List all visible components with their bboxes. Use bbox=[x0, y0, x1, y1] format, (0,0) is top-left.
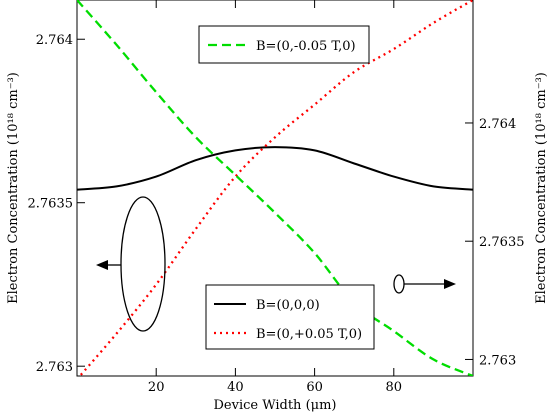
x-tick-label: 80 bbox=[386, 380, 403, 395]
left-annotation bbox=[96, 196, 166, 332]
left-y-tick-label: 2.764 bbox=[36, 33, 73, 48]
right-y-axis-label: Electron Concentration (10¹⁸ cm⁻³) bbox=[534, 72, 549, 304]
annotation-ellipse-right bbox=[393, 274, 405, 294]
left-y-axis-ticks: 2.763 2.7635 2.764 bbox=[28, 33, 85, 375]
x-tick-label: 20 bbox=[148, 380, 165, 395]
right-y-tick-label: 2.764 bbox=[479, 117, 516, 132]
annotation-ellipse-left bbox=[120, 196, 166, 332]
legend-bottom: B=(0,0,0) B=(0,+0.05 T,0) bbox=[205, 284, 375, 350]
plot-frame bbox=[76, 0, 474, 377]
right-y-tick-label: 2.763 bbox=[479, 353, 516, 368]
left-y-tick-label: 2.763 bbox=[36, 360, 73, 375]
x-axis-ticks: 20 40 60 80 bbox=[148, 0, 402, 395]
legend-label-zero: B=(0,0,0) bbox=[256, 298, 320, 313]
series-line-2 bbox=[77, 0, 473, 376]
x-tick-label: 40 bbox=[227, 380, 244, 395]
x-tick-label: 60 bbox=[306, 380, 323, 395]
right-y-tick-label: 2.7635 bbox=[479, 235, 525, 250]
arrowhead-left bbox=[96, 260, 108, 270]
x-axis-label: Device Width (μm) bbox=[214, 398, 337, 412]
legend-label-pos: B=(0,+0.05 T,0) bbox=[256, 327, 362, 342]
arrowhead-right bbox=[444, 279, 456, 289]
series-line-0 bbox=[77, 146, 473, 191]
series-line-1 bbox=[78, 0, 473, 376]
legend-top: B=(0,-0.05 T,0) bbox=[198, 25, 370, 64]
right-y-axis-ticks: 2.763 2.7635 2.764 bbox=[465, 117, 525, 368]
legend-bottom-box bbox=[205, 284, 375, 350]
right-annotation bbox=[393, 274, 456, 294]
left-y-axis-label: Electron Concentration (10¹⁸ cm⁻³) bbox=[6, 72, 21, 304]
legend-label-neg: B=(0,-0.05 T,0) bbox=[256, 39, 356, 54]
series-layer bbox=[77, 0, 473, 376]
left-y-tick-label: 2.7635 bbox=[28, 197, 74, 212]
